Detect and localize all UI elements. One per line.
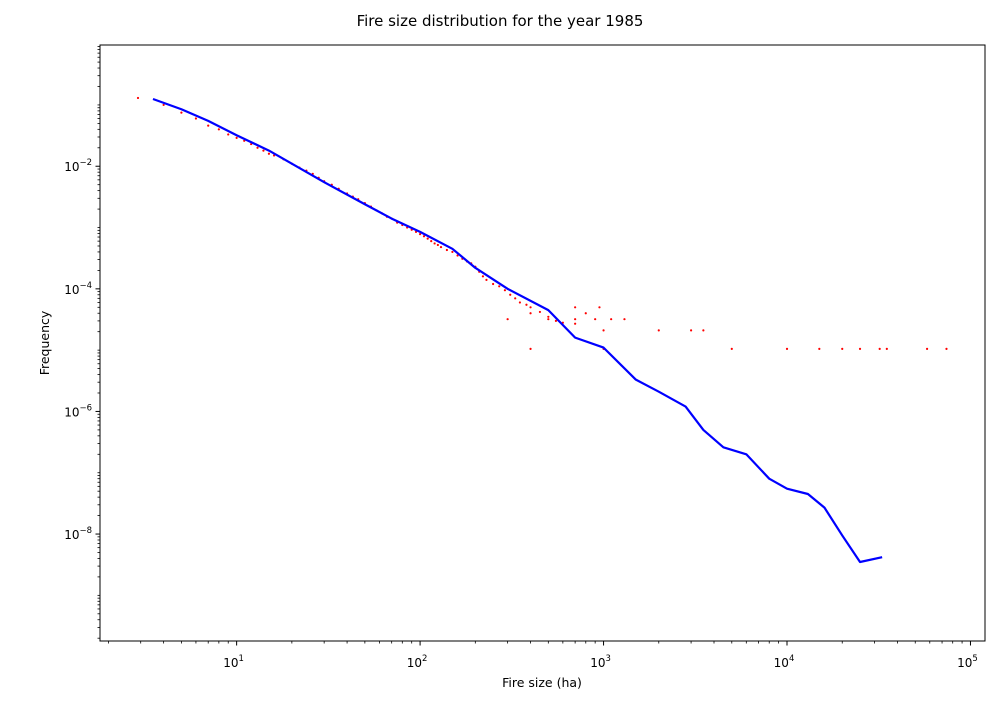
scatter-point	[885, 347, 888, 350]
scatter-point	[451, 250, 454, 254]
scatter-point	[574, 306, 577, 309]
scatter-point	[491, 282, 495, 286]
fit-line	[152, 97, 883, 564]
series-layer	[136, 96, 948, 564]
scatter-point	[503, 289, 507, 292]
scatter-point	[422, 235, 426, 238]
scatter-point	[657, 329, 660, 332]
scatter-point	[945, 347, 948, 350]
scatter-point	[547, 318, 550, 321]
scatter-point	[841, 347, 844, 350]
scatter-point	[702, 329, 705, 332]
scatter-point	[584, 312, 587, 315]
scatter-point	[594, 318, 597, 321]
scatter-point	[485, 278, 488, 281]
scatter-point	[418, 233, 422, 236]
y-tick-label: 10−2	[64, 158, 92, 174]
scatter-point	[217, 128, 220, 131]
scatter-point	[256, 146, 259, 149]
scatter-point	[818, 347, 821, 350]
scatter-point	[426, 237, 429, 240]
scatter-point	[498, 285, 501, 288]
scatter-point	[514, 297, 517, 300]
scatter-point	[162, 103, 165, 107]
plot-frame	[99, 44, 986, 642]
x-tick-label: 104	[774, 654, 795, 670]
scatter-point	[878, 347, 881, 350]
scatter-point	[481, 275, 485, 278]
scatter-point	[509, 293, 512, 296]
x-axis-label: Fire size (ha)	[502, 675, 582, 690]
scatter-point	[262, 149, 265, 152]
scatter-point	[227, 133, 230, 136]
scatter-point	[433, 242, 436, 245]
x-tick-label: 101	[223, 654, 244, 670]
y-tick-label: 10−8	[64, 526, 92, 542]
scatter-point	[235, 136, 238, 139]
scatter-point	[430, 240, 433, 243]
scatter-point	[602, 329, 605, 332]
scatter-point	[439, 245, 443, 249]
scatter-point	[858, 347, 862, 350]
scatter-point	[180, 111, 183, 114]
scatter-point	[574, 322, 577, 325]
scatter-point	[623, 318, 626, 321]
scatter-point	[785, 347, 789, 350]
x-tick-label: 102	[407, 654, 428, 670]
scatter-point	[538, 310, 542, 314]
y-axis-label: Frequency	[37, 310, 52, 375]
scatter-point	[136, 96, 140, 100]
x-axis-ticks: 101 102 103 104 105	[107, 641, 978, 670]
y-axis-ticks: 10−8 10−6 10−4 10−2	[64, 46, 100, 639]
chart-title: Fire size distribution for the year 1985	[357, 12, 644, 30]
scatter-point	[730, 347, 733, 350]
scatter-point	[529, 306, 532, 309]
scatter-point	[445, 248, 448, 252]
y-tick-label: 10−6	[64, 403, 92, 419]
x-tick-label: 103	[590, 654, 611, 670]
scatter-point	[529, 312, 532, 315]
scatter-point	[547, 315, 550, 318]
scatter-point	[194, 117, 198, 120]
scatter-point	[518, 301, 522, 304]
scatter-point	[267, 152, 271, 155]
scatter-point	[574, 318, 577, 321]
scatter-point	[436, 243, 439, 247]
scatter-point	[506, 318, 509, 321]
scatter-point	[925, 347, 929, 350]
scatter-point	[554, 319, 558, 322]
scatter-point	[689, 329, 693, 332]
scatter-point	[525, 303, 528, 306]
scatter-point	[529, 347, 532, 350]
scatter-point	[598, 306, 601, 309]
x-tick-label: 105	[957, 654, 978, 670]
scatter-point	[207, 124, 210, 127]
scatter-point	[610, 318, 613, 321]
y-tick-label: 10−4	[64, 281, 92, 297]
